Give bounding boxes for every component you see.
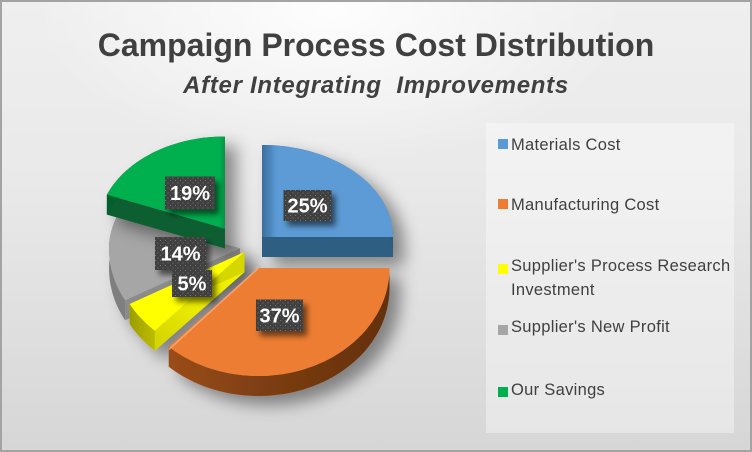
svg-text:14%: 14% — [160, 244, 200, 266]
svg-text:37%: 37% — [259, 305, 299, 327]
svg-text:5%: 5% — [178, 274, 207, 296]
svg-text:19%: 19% — [170, 183, 210, 205]
svg-text:25%: 25% — [287, 196, 327, 218]
